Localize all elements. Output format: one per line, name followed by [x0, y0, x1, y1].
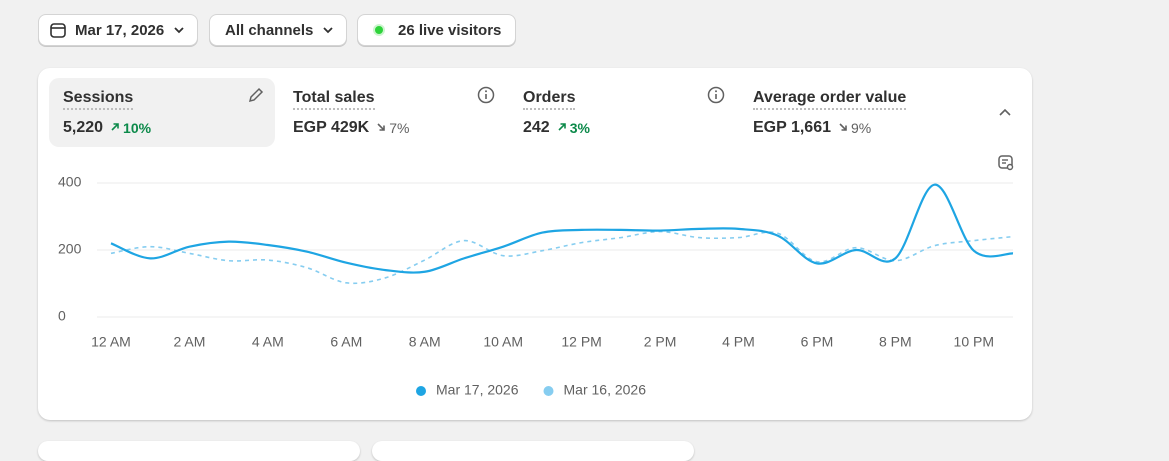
- chart-options-icon[interactable]: [997, 154, 1015, 172]
- metric-tile[interactable]: Total sales EGP 429K 7%: [279, 78, 505, 147]
- y-tick-label: 0: [58, 308, 66, 324]
- metric-change: 3%: [556, 120, 590, 136]
- metric-value: EGP 429K: [293, 119, 370, 136]
- calendar-icon: [50, 23, 66, 38]
- live-dot: [373, 24, 385, 36]
- info-icon[interactable]: [477, 86, 495, 104]
- sessions-chart: 0 200 400 12 AM 2 AM 4 AM 6 AM 8 AM 10 AM 12 PM 2 …: [58, 174, 1014, 398]
- x-tick-label: 10 AM: [483, 334, 523, 350]
- metric-tile[interactable]: Average order value EGP 1,661 9%: [739, 78, 965, 147]
- channel-picker[interactable]: All channels: [209, 14, 347, 46]
- x-tick-label: 8 PM: [879, 334, 912, 350]
- metric-tile[interactable]: Orders 242 3%: [509, 78, 735, 147]
- y-tick-label: 200: [58, 241, 82, 257]
- channel-label: All channels: [225, 21, 314, 39]
- x-tick-label: 12 PM: [561, 334, 601, 350]
- change-text: 7%: [389, 120, 410, 136]
- live-label: 26 live visitors: [398, 21, 502, 39]
- x-tick-label: 4 AM: [252, 334, 284, 350]
- metric-value: 5,220: [63, 119, 104, 136]
- legend-swatch: [543, 386, 554, 396]
- metric-label: Sessions: [63, 89, 134, 110]
- collapse-chevron[interactable]: [996, 104, 1014, 122]
- metric-change: 10%: [109, 120, 151, 136]
- x-tick-label: 6 PM: [801, 334, 834, 350]
- y-tick-label: 400: [58, 174, 82, 190]
- info-icon[interactable]: [707, 86, 725, 104]
- page: Mar 17, 2026 All channels 26 live visito…: [38, 14, 1032, 461]
- legend-swatch: [416, 386, 426, 396]
- legend-label: Mar 16, 2026: [564, 382, 647, 398]
- x-tick-label: 8 AM: [409, 334, 441, 350]
- metric-value: 242: [523, 119, 550, 136]
- metric-tile[interactable]: Sessions 5,220 10%: [49, 78, 275, 147]
- x-tick-label: 12 AM: [91, 334, 131, 350]
- x-tick-label: 6 AM: [330, 334, 362, 350]
- edit-icon[interactable]: [247, 86, 265, 104]
- date-label: Mar 17, 2026: [75, 21, 165, 39]
- x-tick-label: 10 PM: [954, 334, 994, 350]
- live-visitors[interactable]: 26 live visitors: [357, 14, 516, 46]
- metric-label: Average order value: [753, 89, 907, 110]
- x-tick-label: 2 PM: [644, 334, 677, 350]
- x-tick-label: 2 AM: [173, 334, 205, 350]
- x-tick-label: 4 PM: [722, 334, 755, 350]
- metric-label: Total sales: [293, 89, 375, 110]
- metric-label: Orders: [523, 89, 576, 110]
- chevron-down: [174, 27, 184, 34]
- series-line: [110, 183, 1014, 274]
- series-line: [110, 230, 1014, 285]
- metric-change: 9%: [837, 120, 871, 136]
- legend-label: Mar 17, 2026: [436, 382, 519, 398]
- date-picker[interactable]: Mar 17, 2026: [38, 14, 198, 46]
- metric-value: EGP 1,661: [753, 119, 831, 136]
- metric-change: 7%: [375, 120, 409, 136]
- change-text: 10%: [123, 120, 152, 136]
- change-text: 3%: [569, 120, 590, 136]
- chevron-down: [323, 27, 333, 34]
- change-text: 9%: [850, 120, 872, 136]
